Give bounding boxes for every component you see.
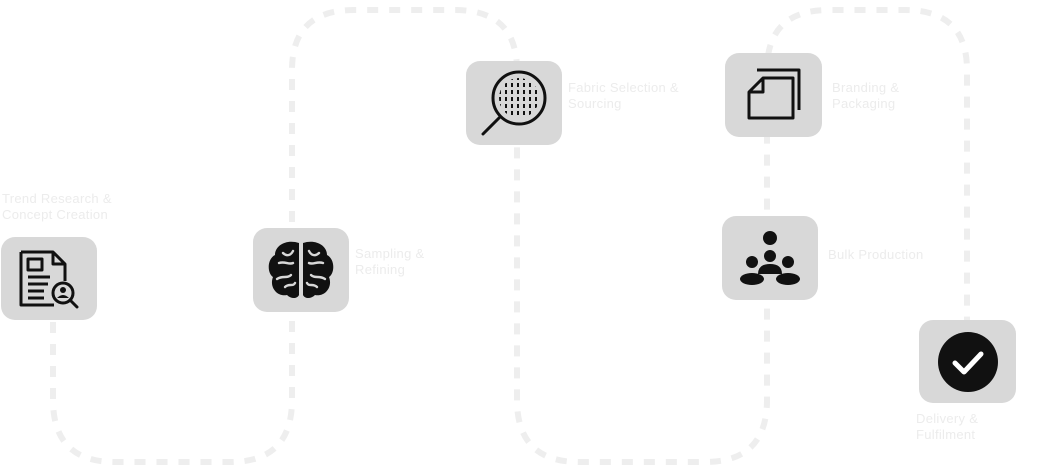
step-label-fabric-selection: Fabric Selection & Sourcing [568,80,679,111]
step-tile-fabric-selection [466,61,562,145]
step-tile-trend-research [1,237,97,320]
fabric-magnifier-icon [481,70,547,136]
check-circle-icon [937,331,998,392]
step-tile-bulk-production [722,216,818,300]
package-icon [747,68,800,120]
step-label-sampling: Sampling & Refining [355,246,425,277]
step-tile-sampling [253,228,349,312]
team-hierarchy-icon [740,231,800,285]
step-label-trend-research: Trend Research & Concept Creation [2,191,112,222]
step-label-delivery: Delivery & Fulfilment [916,411,979,442]
step-label-bulk-production: Bulk Production [828,247,924,262]
brain-icon [268,241,334,298]
step-label-branding: Branding & Packaging [832,80,900,111]
step-tile-branding [725,53,822,137]
document-search-icon [19,250,79,308]
step-tile-delivery [919,320,1016,403]
